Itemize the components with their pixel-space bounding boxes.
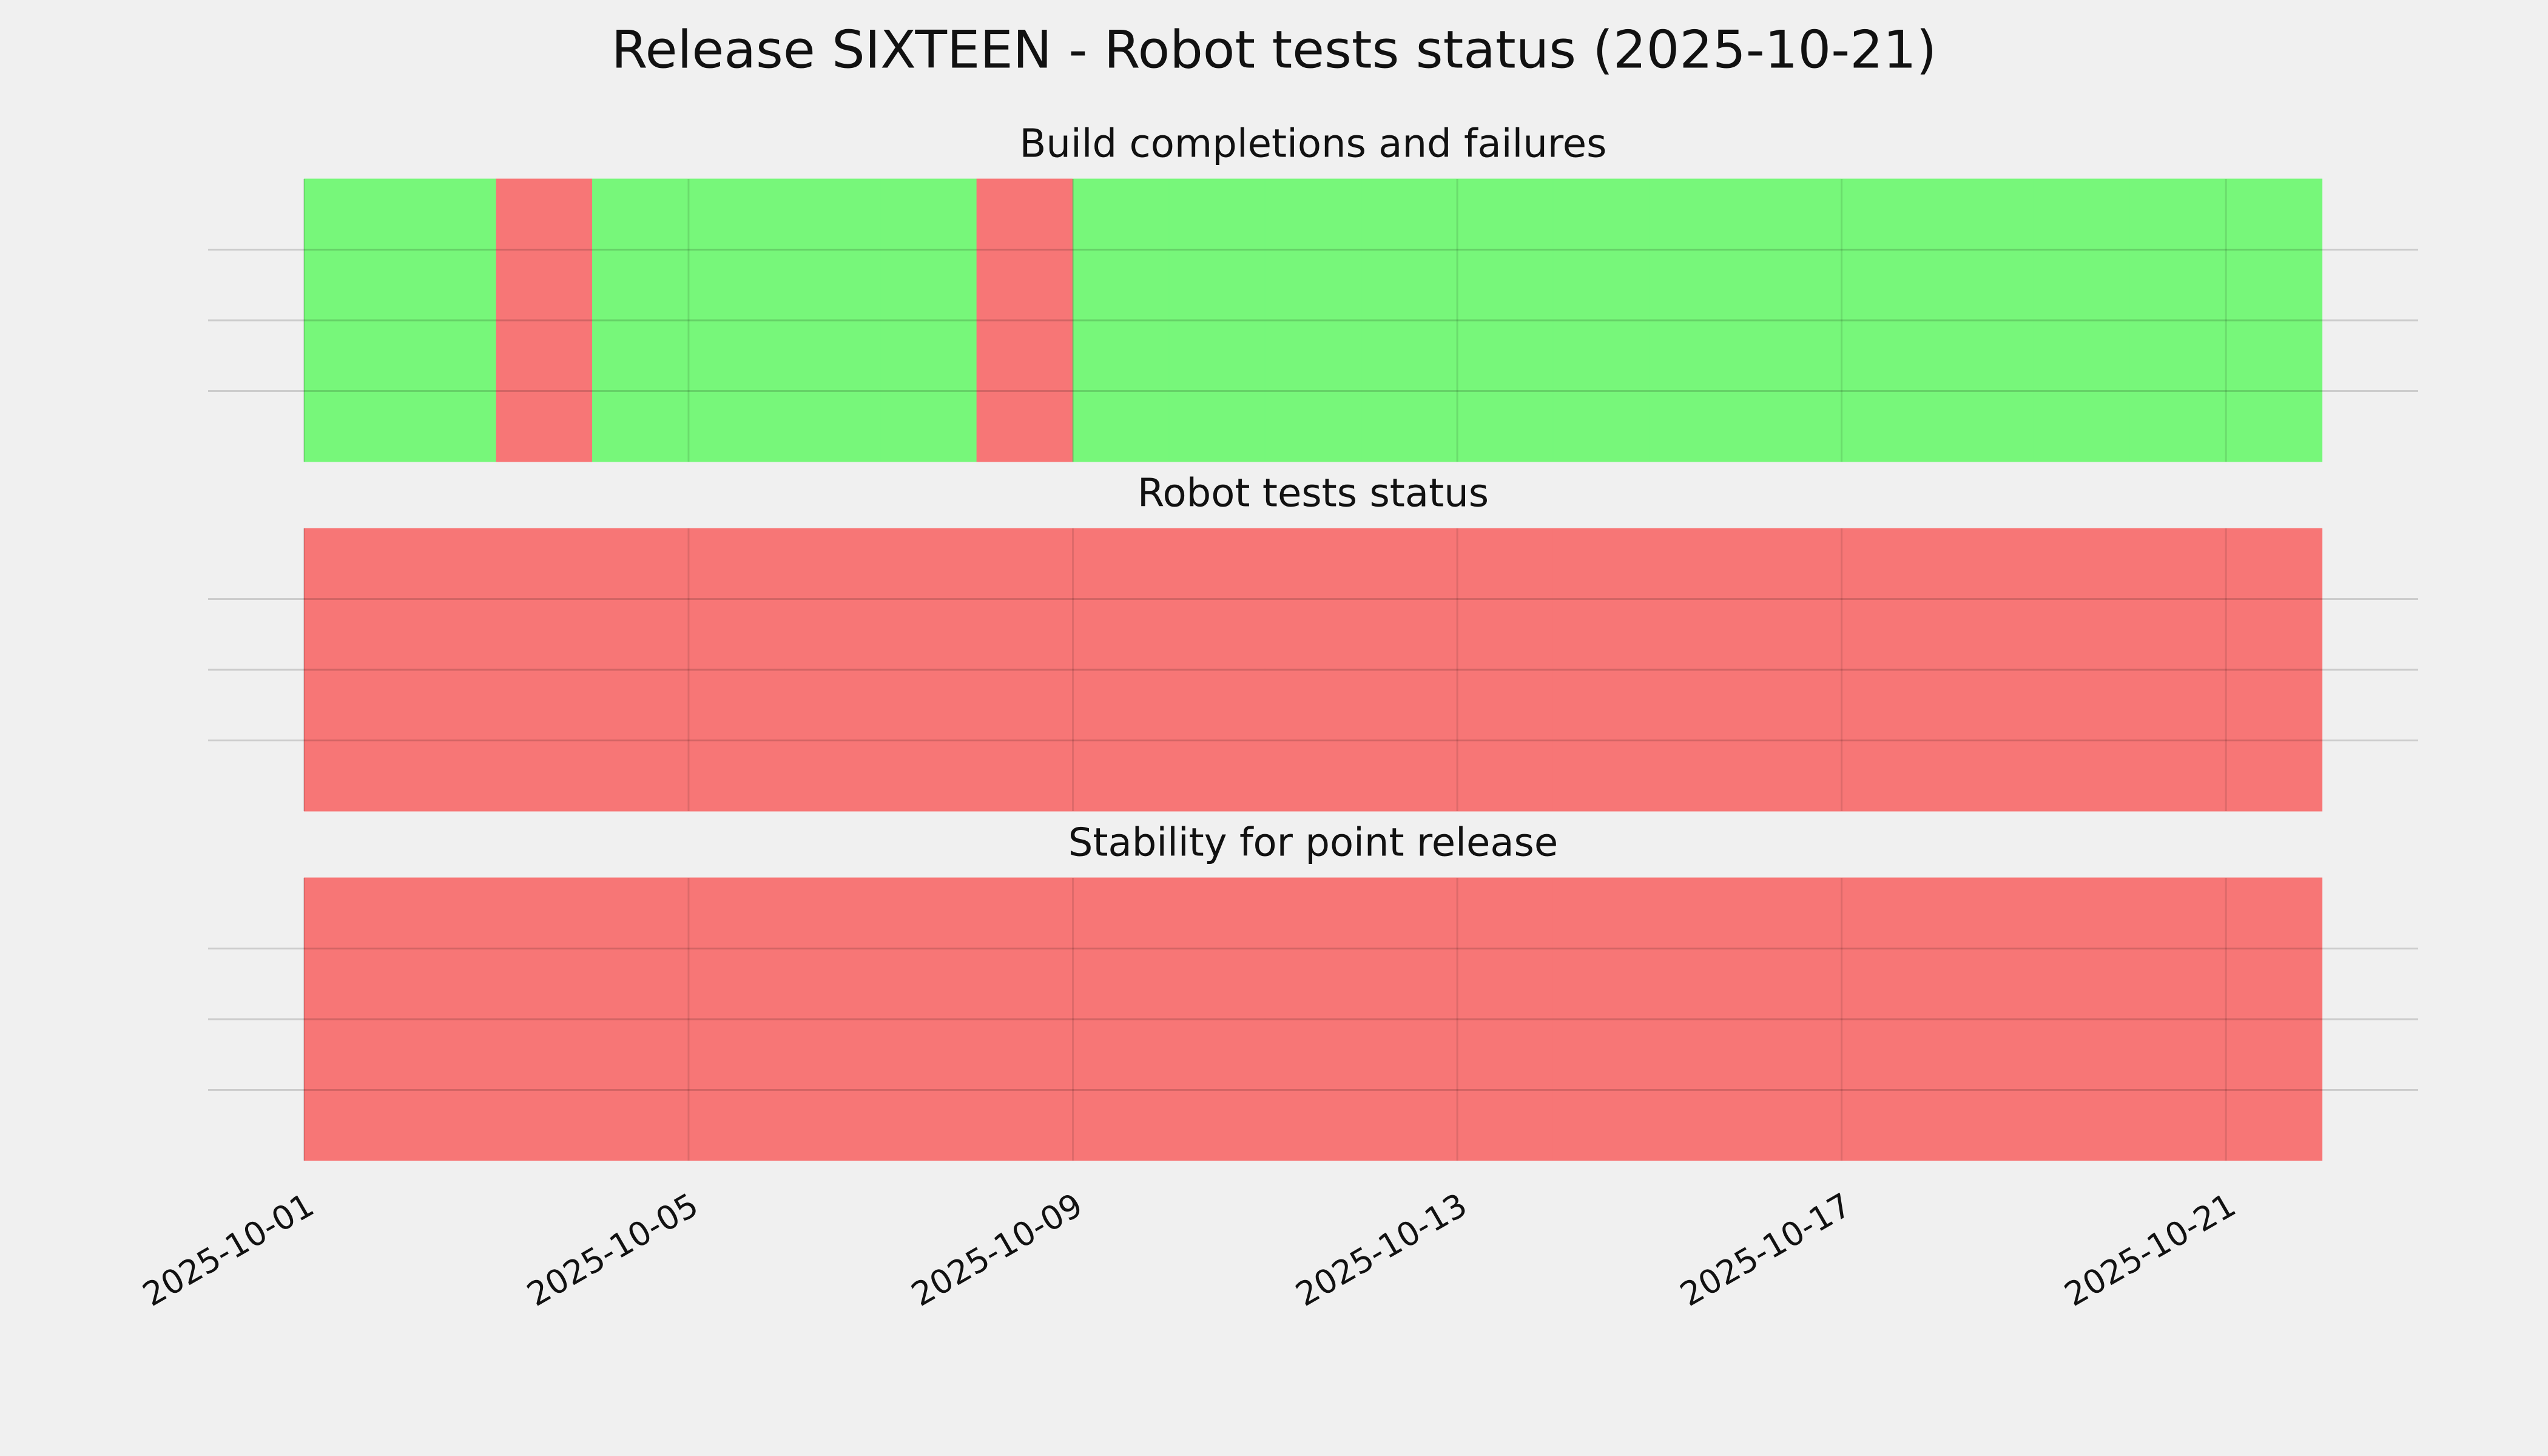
status-span [784,178,881,462]
status-span [1073,528,1170,812]
status-span [592,178,689,462]
status-span [400,178,497,462]
status-span [1264,877,1362,1161]
status-span [400,877,497,1161]
status-span [496,178,593,462]
status-span [1073,877,1170,1161]
status-span [1841,178,1938,462]
status-span [1649,178,1746,462]
status-span [1168,528,1266,812]
status-span [1168,877,1266,1161]
status-span [2033,877,2131,1161]
status-span [1264,178,1362,462]
status-span [1361,877,1458,1161]
status-span [2129,178,2226,462]
status-span [1937,528,2034,812]
status-span [2129,877,2226,1161]
status-span [2033,528,2131,812]
status-span [1361,528,1458,812]
status-span [1937,178,2034,462]
status-span [976,877,1074,1161]
status-span [1073,178,1170,462]
status-span [784,877,881,1161]
status-span [688,178,785,462]
panel-title: Robot tests status [1138,471,1489,516]
status-span [496,528,593,812]
status-span [303,178,401,462]
status-span [400,528,497,812]
status-span [976,528,1074,812]
panel-title: Build completions and failures [1020,122,1607,167]
status-span [1552,178,1650,462]
status-span [1457,877,1554,1161]
status-span [1552,528,1650,812]
status-span [1552,877,1650,1161]
status-span [303,528,401,812]
status-span [880,178,977,462]
panel-title: Stability for point release [1068,821,1559,866]
status-span [1168,178,1266,462]
status-span [2033,178,2131,462]
status-span [1841,877,1938,1161]
status-span [1264,528,1362,812]
status-span [2225,877,2323,1161]
status-span [1745,877,1842,1161]
status-span [592,877,689,1161]
status-span [1841,528,1938,812]
status-span [976,178,1074,462]
status-span [1937,877,2034,1161]
status-span [2129,528,2226,812]
status-span [1745,178,1842,462]
status-span [1457,178,1554,462]
status-span [784,528,881,812]
status-span [2225,528,2323,812]
status-span [303,877,401,1161]
status-span [1649,877,1746,1161]
status-span [1649,528,1746,812]
status-span [688,877,785,1161]
status-span [496,877,593,1161]
status-span [1361,178,1458,462]
status-span [880,877,977,1161]
status-span [1745,528,1842,812]
status-span [1457,528,1554,812]
status-span [688,528,785,812]
figure-title: Release SIXTEEN - Robot tests status (20… [612,19,1937,80]
status-span [2225,178,2323,462]
